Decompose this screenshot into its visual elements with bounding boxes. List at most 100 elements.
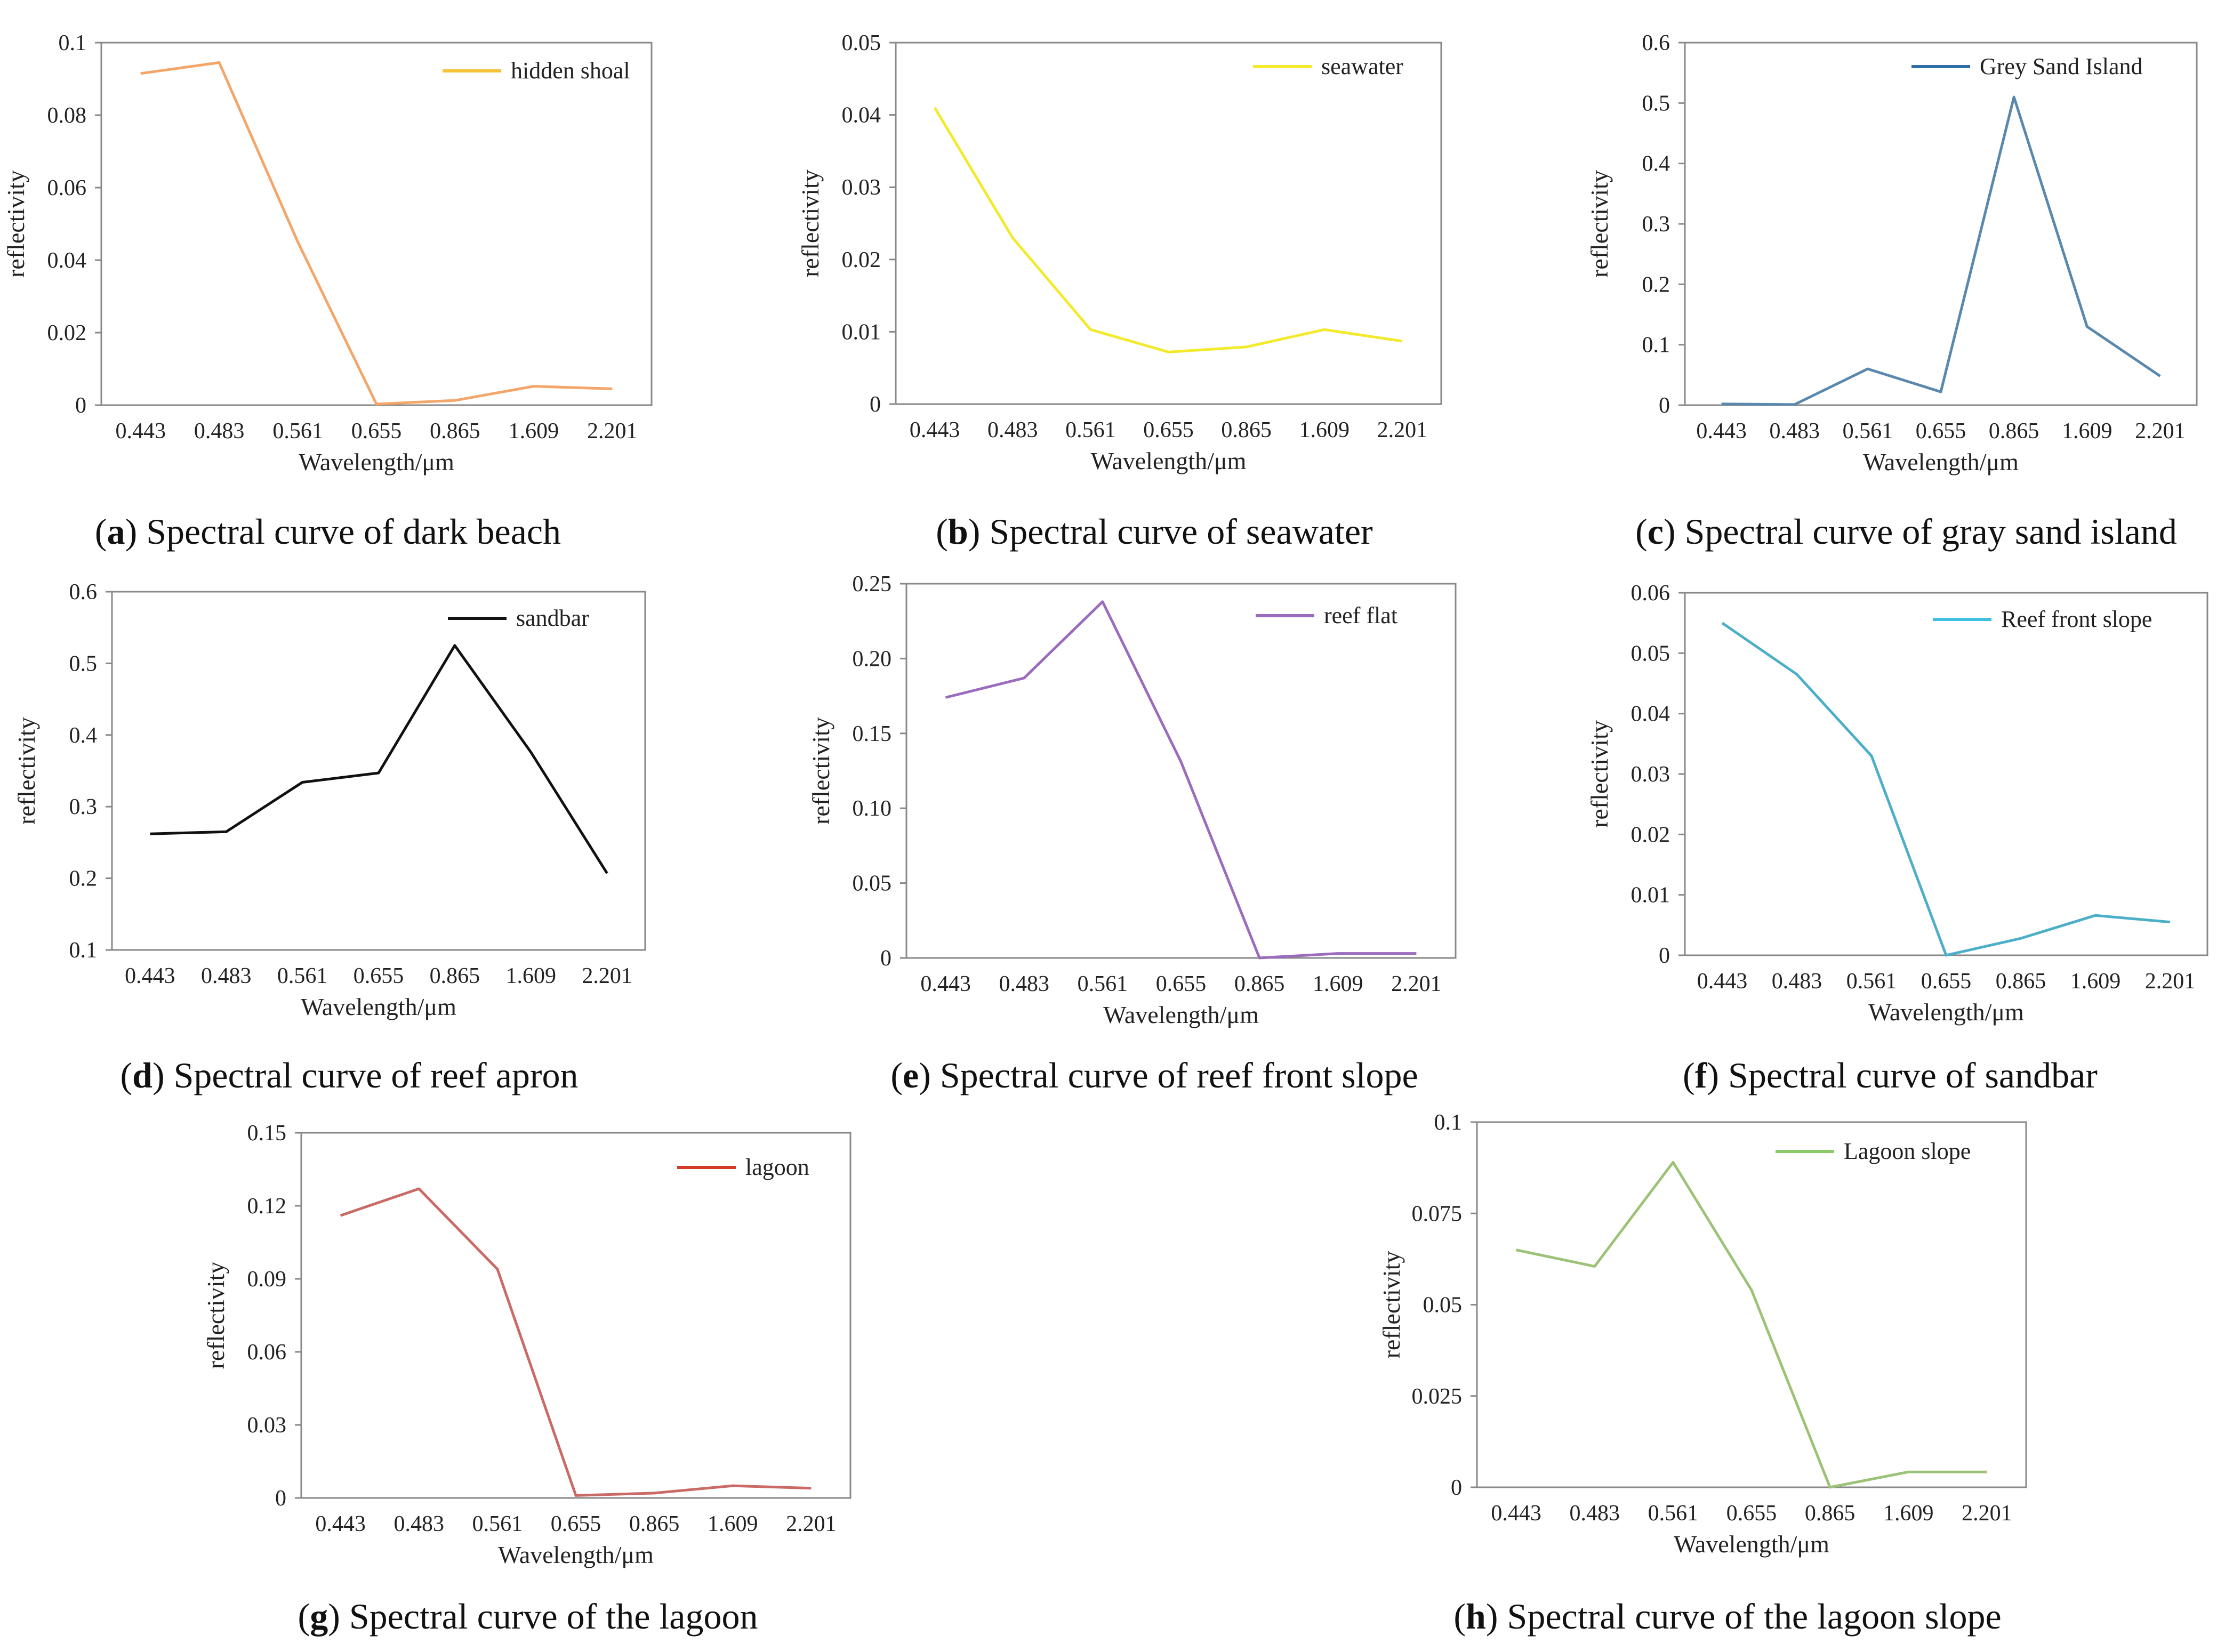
panel-caption: (h) Spectral curve of the lagoon slope	[1453, 1596, 2001, 1637]
y-tick-label: 0	[880, 946, 891, 971]
chart-panel-b: 0.443 0.483 0.561 0.655 0.865 1.609 2.201 0 0.01…	[797, 31, 1442, 552]
x-tick-label: 0.865	[1805, 1501, 1855, 1526]
series-line-lagoon-slope	[1516, 1161, 1987, 1489]
series-line-reef-front-slope	[1721, 622, 2171, 957]
chart-panel-a: 0.443 0.483 0.561 0.655 0.865 1.609 2.201 0 0.02…	[2, 31, 653, 552]
plot-frame	[111, 591, 646, 951]
x-tick-label: 1.609	[2070, 969, 2121, 994]
y-tick-label: 0.02	[842, 248, 881, 272]
x-tick-label: 1.609	[1299, 418, 1350, 442]
caption-paren-open: (	[95, 511, 107, 552]
y-tick-label: 0.6	[69, 580, 98, 605]
x-axis-label: Wavelength/μm	[1091, 447, 1247, 474]
caption-letter: f	[1695, 1055, 1708, 1095]
y-tick-label: 0	[75, 393, 86, 418]
panel-caption: (g) Spectral curve of the lagoon	[298, 1596, 758, 1637]
chart-panel-f: 0.443 0.483 0.561 0.655 0.865 1.609 2.201 0 0.01…	[1586, 581, 2208, 1095]
x-tick-label: 1.609	[2062, 419, 2112, 444]
caption-letter: g	[310, 1596, 328, 1637]
x-tick-label: 0.483	[999, 972, 1049, 996]
x-tick-label: 0.561	[1078, 972, 1128, 996]
x-tick-label: 0.865	[1234, 972, 1285, 996]
y-tick-label: 0.1	[1434, 1110, 1463, 1135]
y-tick-label: 0.02	[1631, 823, 1670, 847]
y-tick-label: 0.5	[69, 651, 98, 676]
legend-label: Lagoon slope	[1844, 1138, 1971, 1164]
x-tick-label: 0.655	[1156, 972, 1207, 996]
y-tick-label: 0.15	[853, 722, 892, 746]
y-tick-label: 0.20	[853, 647, 892, 671]
series-line-seawater	[933, 107, 1403, 353]
caption-paren-close: )	[1664, 511, 1685, 552]
x-tick-label: 0.865	[430, 419, 480, 444]
x-tick-label: 0.561	[1065, 418, 1116, 442]
x-tick-label: 0.443	[1696, 419, 1747, 444]
caption-paren-close: )	[152, 1055, 174, 1095]
x-tick-label: 2.201	[582, 964, 632, 988]
caption-paren-close: )	[1707, 1055, 1728, 1095]
x-tick-label: 0.561	[1843, 419, 1893, 444]
caption-text: Spectral curve of sandbar	[1728, 1055, 2098, 1095]
legend-label: reef flat	[1324, 602, 1397, 628]
caption-paren-open: (	[298, 1596, 310, 1637]
y-tick-label: 0.1	[69, 938, 98, 963]
plot-frame	[1476, 1121, 2027, 1488]
y-tick-label: 0.1	[59, 31, 87, 55]
x-tick-label: 0.443	[1491, 1501, 1541, 1526]
y-tick-label: 0.06	[1631, 581, 1670, 606]
x-tick-label: 0.655	[1916, 419, 1966, 444]
legend-label: hidden shoal	[511, 58, 630, 84]
y-tick-label: 0.06	[247, 1340, 287, 1365]
caption-paren-open: (	[1453, 1596, 1466, 1637]
x-tick-label: 0.443	[920, 972, 971, 996]
x-tick-label: 0.483	[987, 418, 1038, 442]
y-tick-label: 0.25	[853, 572, 892, 597]
panel-caption: (e) Spectral curve of reef front slope	[890, 1055, 1418, 1095]
y-tick-label: 0.075	[1412, 1202, 1463, 1226]
caption-text: Spectral curve of the lagoon slope	[1507, 1596, 2002, 1637]
y-tick-label: 0.05	[1423, 1293, 1463, 1318]
y-axis-label: reflectivity	[2, 170, 29, 278]
plot-frame	[100, 42, 653, 406]
caption-letter: a	[107, 511, 125, 552]
x-tick-label: 0.561	[272, 419, 323, 444]
panel-caption: (d) Spectral curve of reef apron	[120, 1055, 578, 1095]
caption-text: Spectral curve of reef apron	[174, 1055, 579, 1095]
y-tick-label: 0.03	[1631, 762, 1670, 787]
x-tick-label: 0.561	[1648, 1501, 1699, 1526]
y-tick-label: 0.12	[247, 1194, 287, 1219]
y-axis-label: reflectivity	[1586, 720, 1613, 828]
y-axis-label: reflectivity	[1586, 170, 1613, 278]
x-tick-label: 0.655	[354, 964, 404, 988]
y-tick-label: 0.05	[853, 872, 892, 896]
y-tick-label: 0	[1659, 944, 1670, 968]
y-tick-label: 0	[1451, 1476, 1462, 1500]
panel-caption: (c) Spectral curve of gray sand island	[1635, 511, 2177, 552]
panel-caption: (a) Spectral curve of dark beach	[95, 511, 561, 552]
x-tick-label: 0.483	[393, 1512, 444, 1536]
x-tick-label: 0.865	[430, 964, 480, 988]
legend-label: lagoon	[745, 1154, 809, 1180]
panel-caption: (f) Spectral curve of sandbar	[1683, 1055, 2098, 1095]
y-tick-label: 0.09	[247, 1267, 287, 1292]
panel-caption: (b) Spectral curve of seawater	[936, 511, 1373, 552]
chart-panel-h: 0.443 0.483 0.561 0.655 0.865 1.609 2.201 0 0.02…	[1378, 1110, 2027, 1637]
x-tick-label: 0.443	[115, 419, 166, 444]
plot-frame	[905, 583, 1457, 959]
y-tick-label: 0.02	[47, 321, 87, 345]
caption-paren-open: (	[1683, 1055, 1695, 1095]
x-tick-label: 0.865	[1989, 419, 2039, 444]
x-tick-label: 2.201	[1962, 1501, 2012, 1526]
y-tick-label: 0	[1659, 393, 1670, 418]
x-axis-label: Wavelength/μm	[299, 448, 454, 476]
series-line-reef-flat	[945, 600, 1417, 960]
y-tick-label: 0.06	[47, 176, 87, 200]
chart-panel-g: 0.443 0.483 0.561 0.655 0.865 1.609 2.201 0 0.03…	[202, 1121, 852, 1637]
caption-text: Spectral curve of gray sand island	[1685, 511, 2177, 552]
x-tick-label: 0.561	[277, 964, 328, 988]
x-tick-label: 1.609	[708, 1512, 758, 1536]
x-tick-label: 0.655	[1921, 969, 1972, 994]
legend-label: sandbar	[516, 605, 589, 631]
plot-frame	[1684, 42, 2198, 406]
